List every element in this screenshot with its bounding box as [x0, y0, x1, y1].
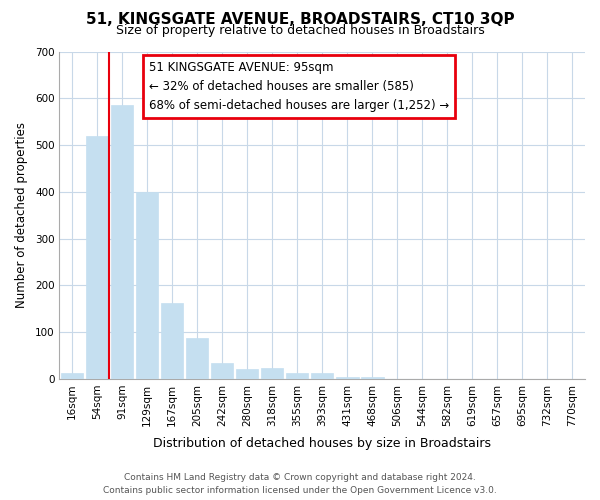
Bar	[161, 302, 184, 379]
Bar	[286, 373, 308, 379]
Bar	[336, 377, 359, 379]
Text: 51 KINGSGATE AVENUE: 95sqm
← 32% of detached houses are smaller (585)
68% of sem: 51 KINGSGATE AVENUE: 95sqm ← 32% of deta…	[149, 62, 449, 112]
Bar	[261, 368, 283, 379]
Text: Contains HM Land Registry data © Crown copyright and database right 2024.
Contai: Contains HM Land Registry data © Crown c…	[103, 474, 497, 495]
Bar	[311, 374, 334, 379]
Y-axis label: Number of detached properties: Number of detached properties	[15, 122, 28, 308]
X-axis label: Distribution of detached houses by size in Broadstairs: Distribution of detached houses by size …	[153, 437, 491, 450]
Bar	[236, 368, 259, 379]
Text: 51, KINGSGATE AVENUE, BROADSTAIRS, CT10 3QP: 51, KINGSGATE AVENUE, BROADSTAIRS, CT10 …	[86, 12, 514, 28]
Bar	[211, 362, 233, 379]
Bar	[61, 374, 83, 379]
Bar	[361, 378, 383, 379]
Bar	[111, 106, 133, 379]
Bar	[186, 338, 208, 379]
Bar	[86, 136, 108, 379]
Text: Size of property relative to detached houses in Broadstairs: Size of property relative to detached ho…	[116, 24, 484, 37]
Bar	[136, 192, 158, 379]
